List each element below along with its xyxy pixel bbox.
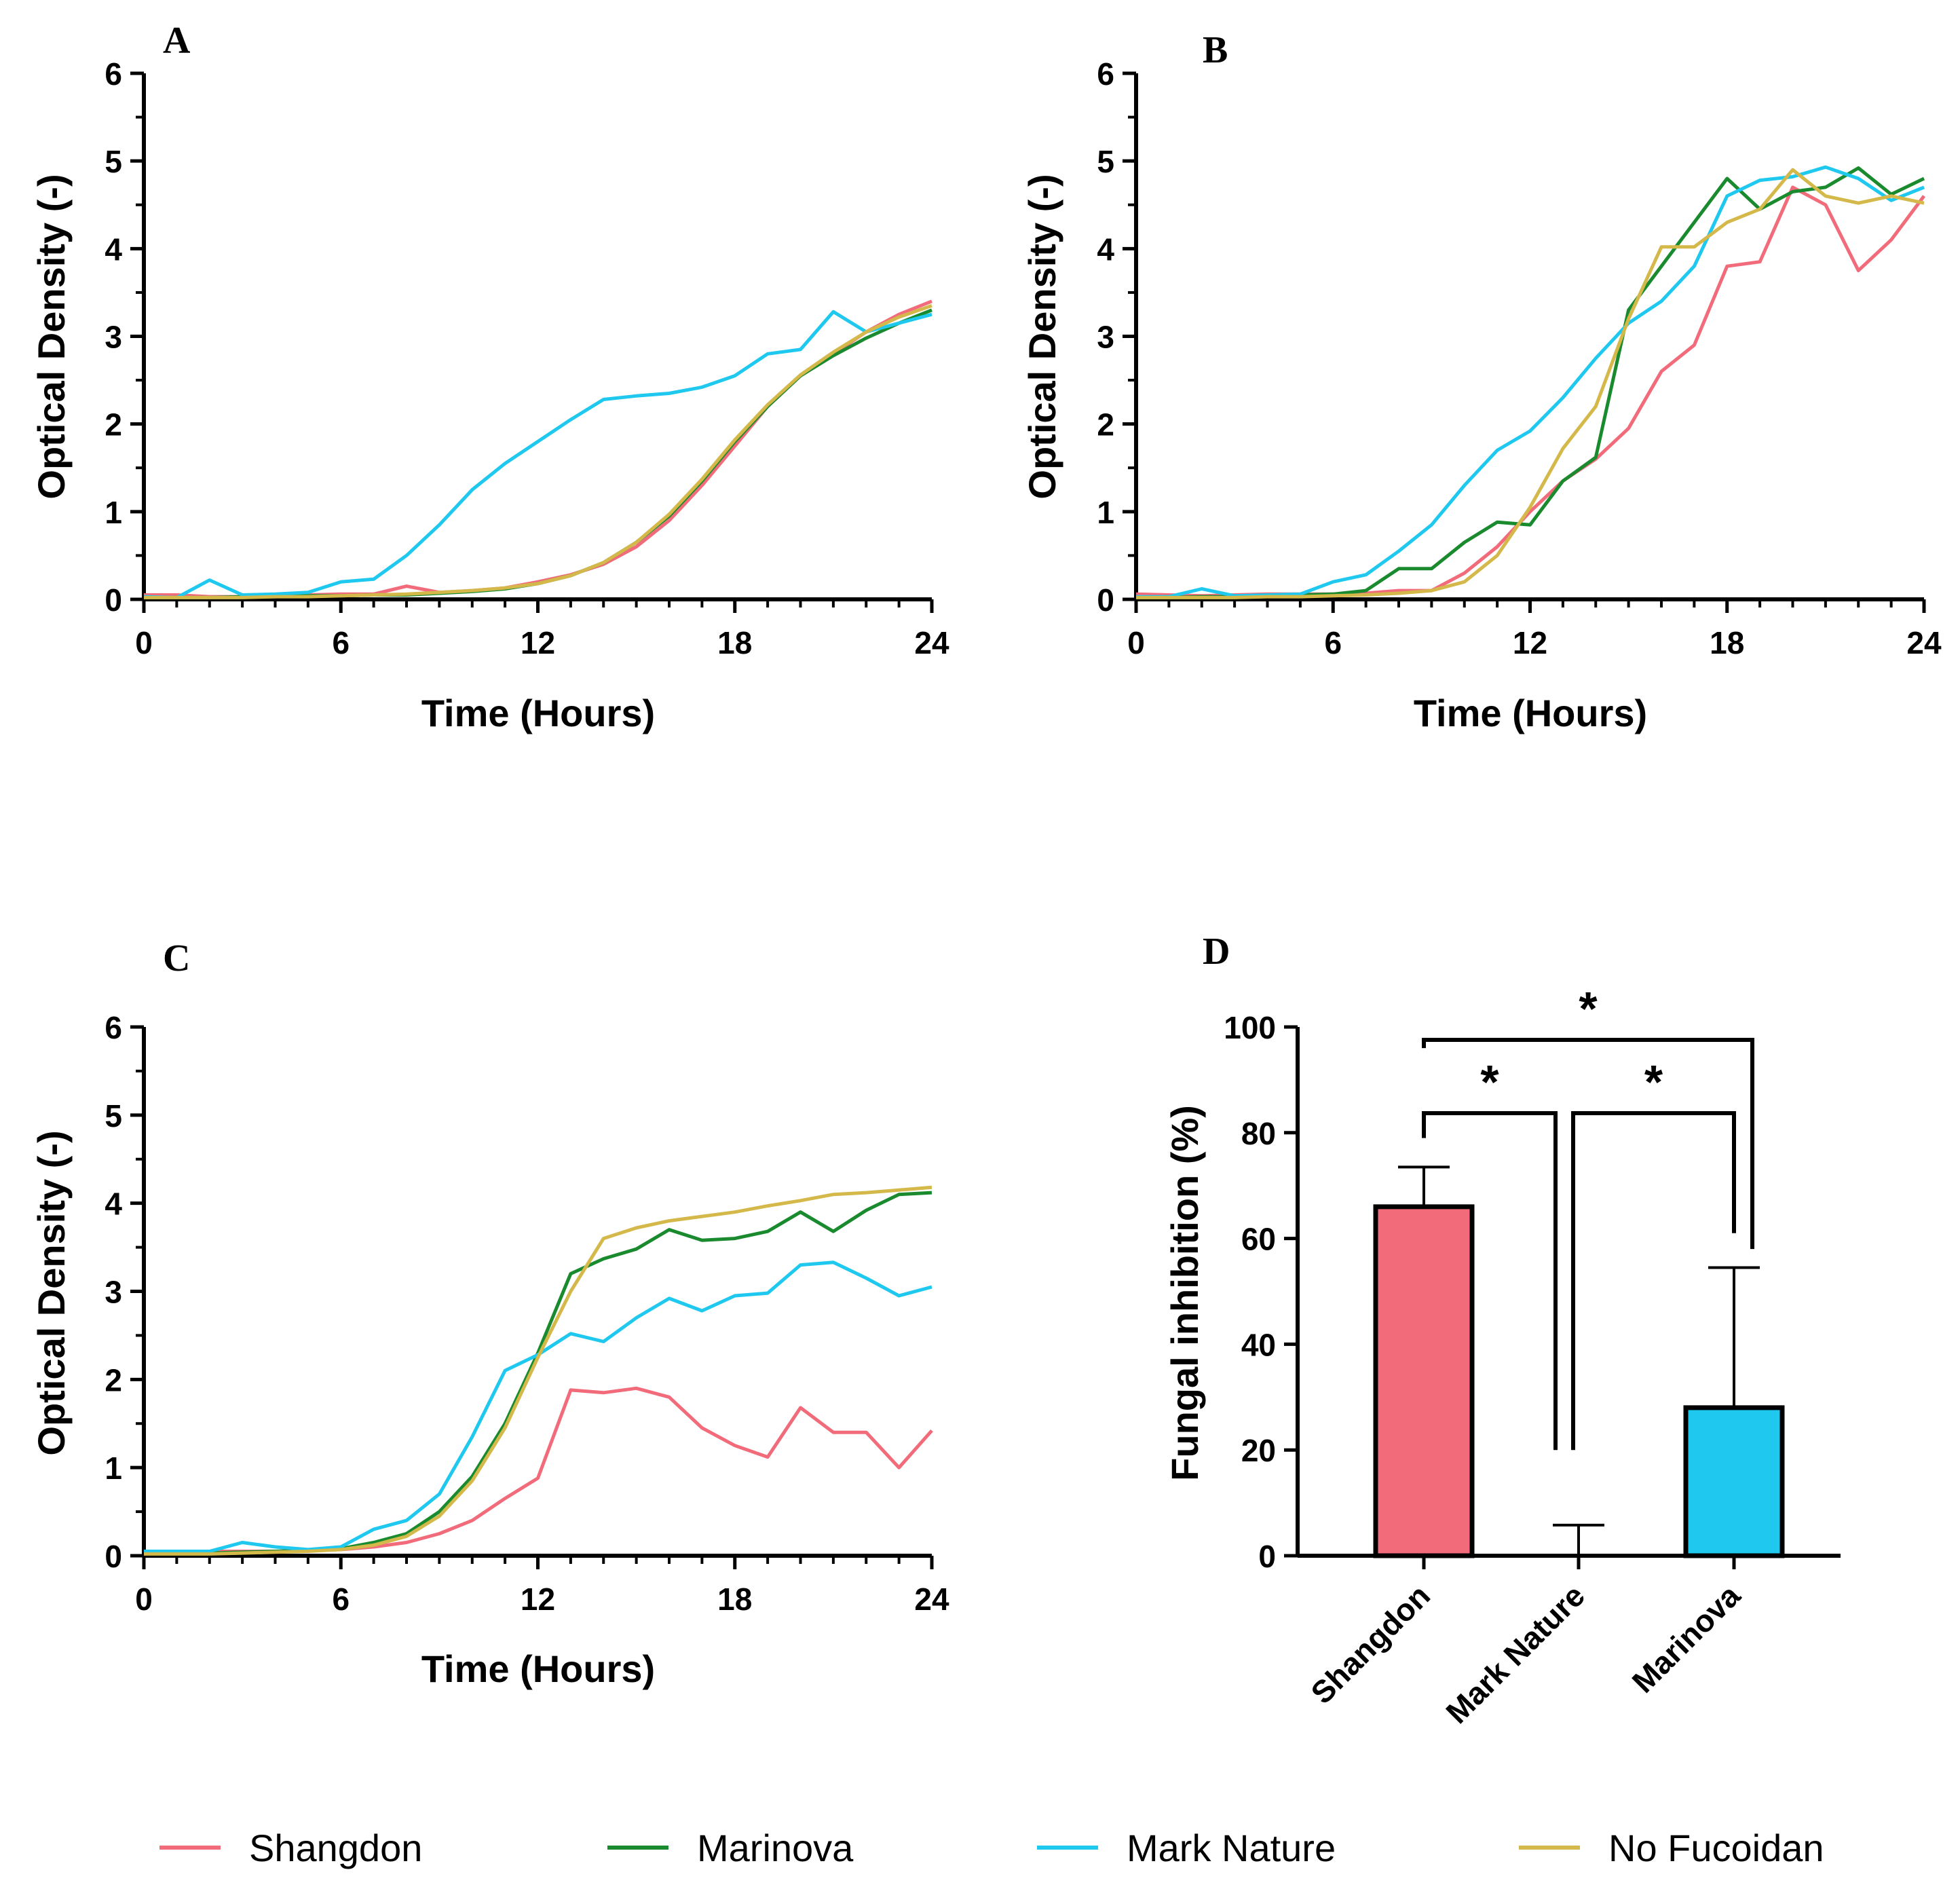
- panel-c-x-tick-label: 12: [521, 1582, 555, 1617]
- panel-c-x-tick-label: 18: [717, 1582, 752, 1617]
- legend-item-marinova: Marinova: [607, 1827, 854, 1869]
- panel-a-y-tick-label: 3: [105, 320, 122, 355]
- legend-label-shangdon: Shangdon: [249, 1827, 422, 1869]
- panel-b-ylabel: Optical Density (-): [1021, 174, 1063, 499]
- panel-a-y-tick-label: 6: [105, 56, 122, 92]
- panel-a-series-mark-nature: [143, 310, 932, 599]
- panel-d-y-tick-label: 100: [1224, 1010, 1276, 1045]
- panel-c-series-no-fucoidan: [144, 1185, 932, 1556]
- panel-d-significance-bracket: [1422, 1111, 1558, 1451]
- panel-a-ylabel: Optical Density (-): [30, 174, 73, 499]
- panel-b-series-marinova: [1136, 166, 1925, 599]
- legend-item-no-fucoidan: No Fucoidan: [1519, 1827, 1824, 1869]
- panel-b-series: [1135, 165, 1926, 599]
- panel-a-x-tick-label: 24: [914, 625, 949, 660]
- legend-label-marinova: Marinova: [697, 1827, 854, 1869]
- panel-b-x-tick-label: 18: [1710, 625, 1744, 660]
- panel-c-y-tick-label: 4: [105, 1186, 122, 1222]
- panel-b-series-no-fucoidan: [1136, 168, 1925, 599]
- panel-a-series-shangdon: [144, 299, 932, 599]
- panel-b-y-tick-label: 5: [1097, 144, 1114, 179]
- panel-b-y-tick-label: 1: [1097, 495, 1114, 530]
- panel-b-y-tick-label: 3: [1097, 320, 1114, 355]
- panel-b-x-tick-label: 12: [1513, 625, 1547, 660]
- panel-c-xlabel: Time (Hours): [421, 1647, 655, 1690]
- panel-a-x-tick-label: 12: [521, 625, 555, 660]
- panel-letter-a: A: [163, 20, 191, 62]
- legend-item-mark-nature: Mark Nature: [1037, 1827, 1336, 1869]
- panel-d-significance-star: *: [1579, 982, 1598, 1035]
- panel-letter-b: B: [1203, 29, 1228, 71]
- panel-b-y-tick-label: 6: [1097, 56, 1114, 92]
- panel-c-y-tick-label: 0: [105, 1539, 122, 1574]
- panel-b-series-mark-nature: [1136, 165, 1925, 599]
- panel-c-x-tick-label: 6: [332, 1582, 350, 1617]
- panel-c-y-tick-label: 1: [105, 1451, 122, 1486]
- panel-c-x-tick-label: 24: [914, 1582, 949, 1617]
- panel-c-series-shangdon: [144, 1386, 933, 1553]
- legend-label-no-fucoidan: No Fucoidan: [1608, 1827, 1824, 1869]
- panel-d-bars: [1373, 1165, 1785, 1558]
- panel-c-y-tick-label: 3: [105, 1275, 122, 1310]
- panel-a-y-tick-label: 2: [105, 407, 122, 443]
- panel-a-x-tick-label: 0: [135, 625, 153, 660]
- panel-a-series-marinova: [144, 308, 932, 599]
- legend-item-shangdon: Shangdon: [159, 1827, 422, 1869]
- panel-a-x-tick-label: 18: [717, 625, 752, 660]
- panel-b-x-tick-label: 6: [1324, 625, 1342, 660]
- panel-a-y-tick-label: 0: [105, 582, 122, 618]
- panel-c-ylabel: Optical Density (-): [30, 1130, 73, 1455]
- panel-d-axes: 0 20 40 60 80 100 Shangdon Mark Nature Marinova: [1224, 1010, 1841, 1730]
- panel-b-y-tick-label: 2: [1097, 407, 1114, 443]
- panel-a-y-tick-label: 5: [105, 144, 122, 179]
- panel-d-significance: * * *: [1422, 982, 1754, 1451]
- panel-d-significance-star: *: [1644, 1055, 1663, 1108]
- panel-c-y-tick-label: 6: [105, 1010, 122, 1045]
- panel-b-xlabel: Time (Hours): [1414, 692, 1647, 734]
- panel-c-x-tick-label: 0: [135, 1582, 153, 1617]
- panel-d: D 0 20 40 60 80 100 Shangdon Mark Nature Marinov…: [1163, 931, 1841, 1730]
- panel-b-y-tick-label: 4: [1097, 231, 1114, 267]
- panel-d-category-label-mark-nature: Mark Nature: [1439, 1577, 1591, 1730]
- panel-c-y-tick-label: 5: [105, 1098, 122, 1134]
- panel-d-category-label-marinova: Marinova: [1625, 1577, 1747, 1700]
- legend-label-mark-nature: Mark Nature: [1127, 1827, 1336, 1869]
- panel-b-series-shangdon: [1135, 185, 1926, 598]
- panel-b-y-tick-label: 0: [1097, 582, 1114, 618]
- panel-a-x-tick-label: 6: [332, 625, 350, 660]
- panel-c-series-marinova: [144, 1191, 932, 1555]
- panel-d-bar-shangdon: [1373, 1204, 1475, 1558]
- panel-b-x-tick-label: 24: [1906, 625, 1942, 660]
- panel-d-y-tick-label: 80: [1241, 1116, 1276, 1151]
- panel-letter-c: C: [163, 937, 190, 979]
- panel-b-x-tick-label: 0: [1127, 625, 1145, 660]
- panel-c-series: [144, 1185, 933, 1556]
- legend: Shangdon Marinova Mark Nature No Fucoidan: [159, 1827, 1824, 1869]
- panel-d-significance-bracket: [1571, 1111, 1736, 1451]
- panel-a-series-no-fucoidan: [144, 303, 932, 599]
- panel-a-xlabel: Time (Hours): [421, 692, 655, 734]
- panel-d-y-tick-label: 60: [1241, 1222, 1276, 1257]
- panel-letter-d: D: [1203, 931, 1230, 973]
- panel-d-y-tick-label: 20: [1241, 1433, 1276, 1468]
- panel-d-category-label-shangdon: Shangdon: [1304, 1577, 1437, 1710]
- panel-d-ylabel: Fungal inhibition (%): [1163, 1105, 1206, 1481]
- panel-d-significance-bracket: [1422, 1038, 1754, 1250]
- panel-a-y-tick-label: 4: [105, 231, 122, 267]
- panel-d-y-tick-label: 40: [1241, 1327, 1276, 1362]
- panel-a-y-tick-label: 1: [105, 495, 122, 530]
- panel-d-significance-star: *: [1480, 1055, 1499, 1108]
- panel-a-series: [143, 299, 932, 599]
- panel-d-bar-marinova: [1683, 1405, 1785, 1558]
- panel-c-series-mark-nature: [144, 1260, 932, 1553]
- panel-c-y-tick-label: 2: [105, 1362, 122, 1398]
- panel-d-y-tick-label: 0: [1258, 1539, 1276, 1574]
